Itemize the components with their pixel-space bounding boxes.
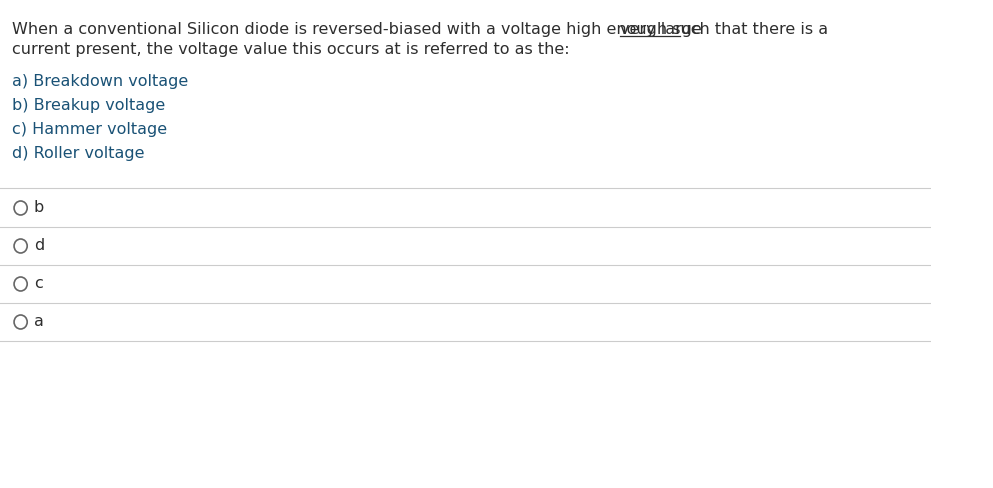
Text: d: d (34, 239, 44, 253)
Text: a: a (34, 314, 44, 329)
Text: c: c (34, 277, 43, 291)
Text: d) Roller voltage: d) Roller voltage (12, 146, 145, 161)
Text: a) Breakdown voltage: a) Breakdown voltage (12, 74, 189, 89)
Text: c) Hammer voltage: c) Hammer voltage (12, 122, 167, 137)
Text: current present, the voltage value this occurs at is referred to as the:: current present, the voltage value this … (12, 42, 570, 57)
Text: When a conventional Silicon diode is reversed-biased with a voltage high enough : When a conventional Silicon diode is rev… (12, 22, 833, 37)
Text: very large: very large (621, 22, 702, 37)
Text: b: b (34, 201, 44, 216)
Text: b) Breakup voltage: b) Breakup voltage (12, 98, 166, 113)
